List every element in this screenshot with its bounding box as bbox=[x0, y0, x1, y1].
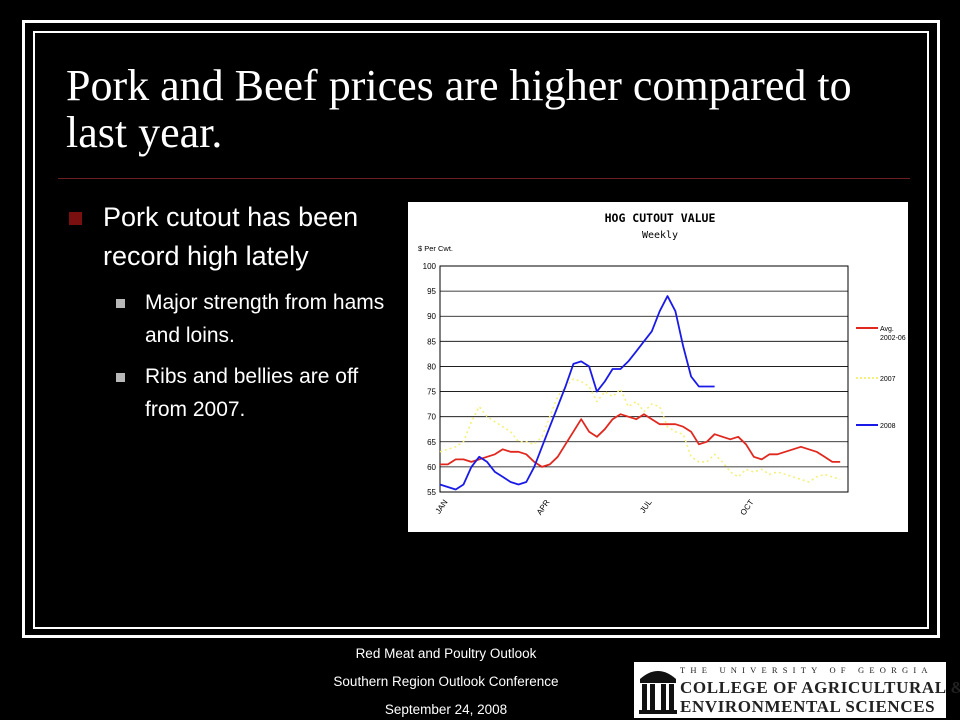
y-tick-label: 60 bbox=[427, 463, 436, 472]
y-axis-label: $ Per Cwt. bbox=[418, 244, 453, 253]
footer-line-3: September 24, 2008 bbox=[384, 702, 508, 717]
arch-icon bbox=[639, 671, 677, 714]
y-tick-label: 85 bbox=[427, 337, 436, 346]
y-tick-label: 70 bbox=[427, 413, 436, 422]
logo-college-text: COLLEGE OF AGRICULTURAL & bbox=[680, 678, 960, 697]
chart-subtitle: Weekly bbox=[642, 230, 678, 241]
slide-frame-inner bbox=[33, 31, 929, 629]
slide-title: Pork and Beef prices are higher compared… bbox=[66, 61, 852, 157]
sub-bullet-text: Major strength from hams and loins. bbox=[145, 291, 385, 347]
legend-label: 2007 bbox=[880, 376, 896, 383]
y-tick-label: 80 bbox=[427, 362, 436, 371]
footer-line-1: Red Meat and Poultry Outlook bbox=[355, 646, 537, 661]
sub-bullet-square-icon bbox=[116, 299, 125, 308]
series-line bbox=[440, 413, 841, 468]
logo-university-text: THE UNIVERSITY OF GEORGIA bbox=[680, 665, 933, 675]
sub-bullet-square-icon bbox=[116, 373, 125, 382]
y-tick-label: 55 bbox=[427, 488, 436, 497]
bullet-item: Pork cutout has been record high lately bbox=[68, 198, 388, 276]
legend-label: 2002-06 bbox=[880, 335, 906, 342]
y-tick-label: 90 bbox=[427, 312, 436, 321]
legend-label: 2008 bbox=[880, 423, 896, 430]
y-tick-label: 100 bbox=[423, 262, 437, 271]
series-line bbox=[439, 378, 841, 483]
chart-background bbox=[408, 202, 908, 532]
sub-bullet-text: Ribs and bellies are off from 2007. bbox=[145, 365, 359, 421]
sub-bullet-item: Major strength from hams and loins. bbox=[68, 286, 388, 352]
chart-title: HOG CUTOUT VALUE bbox=[605, 211, 716, 225]
sub-bullet-list: Major strength from hams and loins. Ribs… bbox=[68, 286, 388, 426]
title-divider bbox=[58, 178, 910, 179]
bullet-text: Pork cutout has been record high lately bbox=[103, 202, 359, 271]
uga-logo: THE UNIVERSITY OF GEORGIA COLLEGE OF AGR… bbox=[634, 662, 960, 718]
plot-border bbox=[439, 265, 849, 493]
bullet-list: Pork cutout has been record high lately … bbox=[68, 198, 388, 434]
y-tick-label: 75 bbox=[427, 388, 436, 397]
y-tick-label: 95 bbox=[427, 287, 436, 296]
chart-svg: HOG CUTOUT VALUE Weekly $ Per Cwt. 55 60 6… bbox=[408, 202, 908, 532]
series-line bbox=[439, 295, 715, 491]
bullet-square-icon bbox=[69, 212, 82, 225]
hog-cutout-chart: HOG CUTOUT VALUE Weekly $ Per Cwt. 55 60 6… bbox=[408, 202, 908, 532]
footer-line-2: Southern Region Outlook Conference bbox=[333, 674, 559, 689]
y-tick-label: 65 bbox=[427, 438, 436, 447]
sub-bullet-item: Ribs and bellies are off from 2007. bbox=[68, 360, 388, 426]
legend-label: Avg. bbox=[880, 326, 894, 333]
slide-frame-outer bbox=[22, 20, 940, 638]
logo-sciences-text: ENVIRONMENTAL SCIENCES bbox=[680, 697, 936, 716]
